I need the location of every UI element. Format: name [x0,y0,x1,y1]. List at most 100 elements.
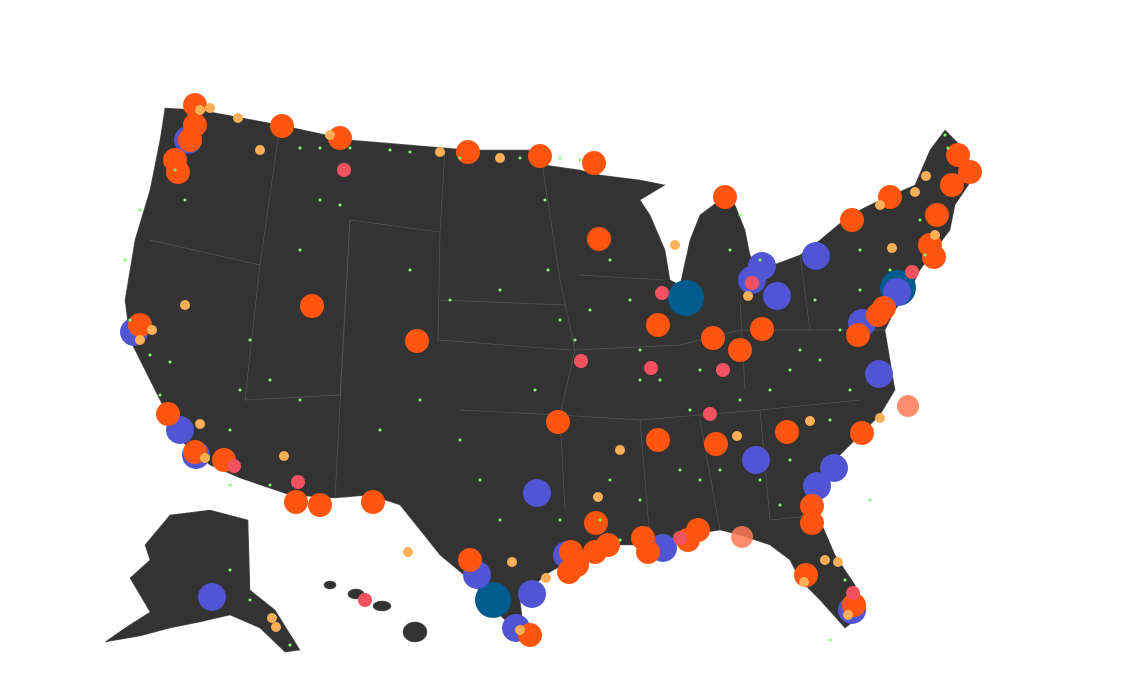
map-marker [378,428,382,432]
map-marker [458,548,482,572]
map-marker [337,163,351,177]
map-marker [803,472,831,500]
map-marker [448,298,452,302]
map-marker [128,318,132,322]
map-marker [775,420,799,444]
map-marker [888,268,892,272]
island [323,580,337,590]
map-marker [255,145,265,155]
map-marker [308,493,332,517]
map-marker [558,156,562,160]
map-marker [698,478,702,482]
map-marker [638,498,642,502]
map-marker [348,146,352,150]
map-marker [588,308,592,312]
map-marker [147,325,157,335]
map-marker [361,490,385,514]
map-marker [745,276,759,290]
map-marker [828,418,832,422]
map-marker [200,453,210,463]
map-marker [868,498,872,502]
map-marker [673,531,687,545]
map-marker [918,218,922,222]
map-marker [618,538,622,542]
map-marker [875,413,885,423]
map-marker [248,338,252,342]
map-marker [800,511,824,535]
map-marker [298,248,302,252]
map-marker [922,245,946,269]
map-marker [799,577,809,587]
map-marker [198,583,226,611]
state-borders [149,124,885,541]
map-marker [388,148,392,152]
map-marker [228,428,232,432]
map-marker [905,265,919,279]
map-marker [291,475,305,489]
map-marker [743,291,753,301]
map-marker [668,280,704,316]
map-marker [507,557,517,567]
map-marker [478,478,482,482]
map-marker [546,268,550,272]
map-marker [858,248,862,252]
map-marker [284,490,308,514]
map-marker [778,503,782,507]
map-marker [557,560,581,584]
map-marker [582,151,606,175]
map-marker [279,451,289,461]
map-marker [838,328,842,332]
hawaii [323,580,428,643]
map-marker [833,557,843,567]
map-marker [458,156,462,160]
map-marker [183,198,187,202]
map-marker [628,298,632,302]
map-marker [587,227,611,251]
map-marker [123,258,127,262]
map-marker [408,150,412,154]
map-marker [638,348,642,352]
map-marker [850,421,874,445]
map-marker [195,419,205,429]
map-marker [701,326,725,350]
map-marker [543,198,547,202]
map-marker [828,638,832,642]
map-marker [546,410,570,434]
map-marker [758,258,762,262]
map-marker [558,318,562,322]
border [574,254,885,391]
map-marker [233,113,243,123]
map-marker [802,242,830,270]
map-marker [958,160,982,184]
map-marker [897,395,919,417]
map-marker [848,388,852,392]
alaska [104,509,301,653]
map-marker [943,133,947,137]
map-marker [800,494,824,518]
island [402,621,428,643]
map-marker [456,140,480,164]
map-marker [910,187,920,197]
map-marker [758,478,762,482]
map-marker [518,156,522,160]
map-marker [573,338,577,342]
map-marker [646,313,670,337]
map-marker [325,130,335,140]
map-marker [646,428,670,452]
map-marker [678,468,682,472]
map-marker [865,360,893,388]
map-marker [608,258,612,262]
map-marker [940,173,964,197]
map-marker [166,160,190,184]
map-marker [195,105,205,115]
map-marker [238,388,242,392]
map-marker [703,407,717,421]
map-marker [716,363,730,377]
map-marker [298,398,302,402]
map-marker [158,393,162,397]
map-marker [583,540,607,564]
map-marker [846,586,860,600]
land-layer [104,107,976,653]
map-marker [921,171,931,181]
